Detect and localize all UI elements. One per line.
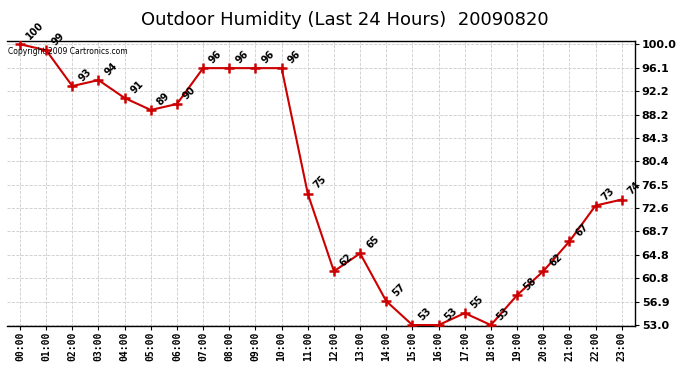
Text: 96: 96 bbox=[233, 49, 250, 65]
Text: 74: 74 bbox=[626, 180, 642, 197]
Text: 62: 62 bbox=[338, 252, 355, 268]
Text: 89: 89 bbox=[155, 90, 172, 107]
Text: 99: 99 bbox=[50, 31, 67, 47]
Text: 90: 90 bbox=[181, 85, 198, 101]
Text: 100: 100 bbox=[24, 20, 46, 42]
Text: 96: 96 bbox=[207, 49, 224, 65]
Text: 94: 94 bbox=[103, 61, 119, 77]
Text: 62: 62 bbox=[547, 252, 564, 268]
Text: Outdoor Humidity (Last 24 Hours)  20090820: Outdoor Humidity (Last 24 Hours) 2009082… bbox=[141, 11, 549, 29]
Text: 55: 55 bbox=[469, 294, 486, 310]
Text: 93: 93 bbox=[77, 67, 93, 83]
Text: 53: 53 bbox=[443, 306, 460, 322]
Text: 91: 91 bbox=[129, 79, 146, 95]
Text: 96: 96 bbox=[259, 49, 276, 65]
Text: 53: 53 bbox=[417, 306, 433, 322]
Text: Copyright 2009 Cartronics.com: Copyright 2009 Cartronics.com bbox=[8, 47, 128, 56]
Text: 65: 65 bbox=[364, 234, 381, 250]
Text: 73: 73 bbox=[600, 186, 616, 203]
Text: 67: 67 bbox=[573, 222, 590, 238]
Text: 75: 75 bbox=[312, 174, 328, 191]
Text: 57: 57 bbox=[391, 282, 407, 298]
Text: 58: 58 bbox=[521, 276, 538, 292]
Text: 96: 96 bbox=[286, 49, 302, 65]
Text: 53: 53 bbox=[495, 306, 512, 322]
